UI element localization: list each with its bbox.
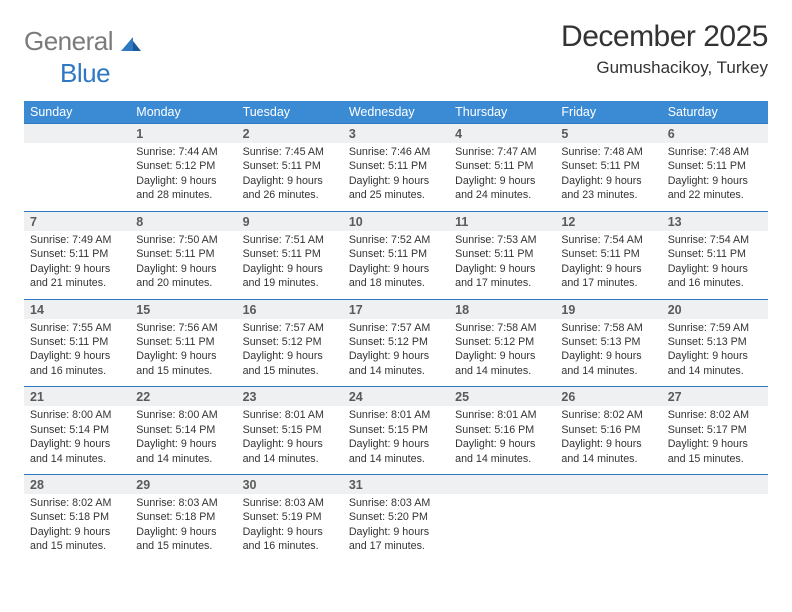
day-number-cell: 22	[130, 387, 236, 407]
day-number-cell: 14	[24, 299, 130, 319]
day-number-row: 14151617181920	[24, 299, 768, 319]
day-number-cell: 27	[662, 387, 768, 407]
weekday-header: Wednesday	[343, 101, 449, 124]
weekday-header: Tuesday	[237, 101, 343, 124]
weekday-header: Monday	[130, 101, 236, 124]
day-number-row: 78910111213	[24, 211, 768, 231]
day-number-cell: 2	[237, 124, 343, 144]
page-header: General December 2025 Gumushacikoy, Turk…	[24, 20, 768, 78]
day-number-cell: 24	[343, 387, 449, 407]
day-number-cell: 30	[237, 475, 343, 495]
day-content-cell: Sunrise: 8:02 AMSunset: 5:17 PMDaylight:…	[662, 406, 768, 474]
calendar-body: 123456Sunrise: 7:44 AMSunset: 5:12 PMDay…	[24, 124, 768, 562]
day-number-cell: 13	[662, 211, 768, 231]
day-content-cell: Sunrise: 7:49 AMSunset: 5:11 PMDaylight:…	[24, 231, 130, 299]
day-content-cell: Sunrise: 7:51 AMSunset: 5:11 PMDaylight:…	[237, 231, 343, 299]
day-number-cell: 12	[555, 211, 661, 231]
day-content-cell: Sunrise: 8:03 AMSunset: 5:18 PMDaylight:…	[130, 494, 236, 562]
day-content-row: Sunrise: 7:55 AMSunset: 5:11 PMDaylight:…	[24, 319, 768, 387]
day-content-cell	[555, 494, 661, 562]
day-content-cell	[24, 143, 130, 211]
day-number-cell: 26	[555, 387, 661, 407]
day-content-cell: Sunrise: 7:57 AMSunset: 5:12 PMDaylight:…	[343, 319, 449, 387]
day-content-cell: Sunrise: 7:52 AMSunset: 5:11 PMDaylight:…	[343, 231, 449, 299]
day-content-cell: Sunrise: 7:48 AMSunset: 5:11 PMDaylight:…	[662, 143, 768, 211]
day-content-cell	[662, 494, 768, 562]
day-content-cell: Sunrise: 8:01 AMSunset: 5:15 PMDaylight:…	[343, 406, 449, 474]
day-number-row: 123456	[24, 124, 768, 144]
day-content-row: Sunrise: 8:02 AMSunset: 5:18 PMDaylight:…	[24, 494, 768, 562]
day-content-cell	[449, 494, 555, 562]
day-content-row: Sunrise: 7:49 AMSunset: 5:11 PMDaylight:…	[24, 231, 768, 299]
day-number-cell: 17	[343, 299, 449, 319]
day-content-cell: Sunrise: 7:53 AMSunset: 5:11 PMDaylight:…	[449, 231, 555, 299]
day-content-cell: Sunrise: 7:58 AMSunset: 5:12 PMDaylight:…	[449, 319, 555, 387]
logo-mark-icon	[119, 33, 143, 53]
day-content-cell: Sunrise: 7:47 AMSunset: 5:11 PMDaylight:…	[449, 143, 555, 211]
day-content-cell: Sunrise: 7:50 AMSunset: 5:11 PMDaylight:…	[130, 231, 236, 299]
day-content-cell: Sunrise: 7:56 AMSunset: 5:11 PMDaylight:…	[130, 319, 236, 387]
day-content-cell: Sunrise: 7:44 AMSunset: 5:12 PMDaylight:…	[130, 143, 236, 211]
day-number-cell	[662, 475, 768, 495]
weekday-header: Sunday	[24, 101, 130, 124]
day-number-cell: 8	[130, 211, 236, 231]
day-content-row: Sunrise: 8:00 AMSunset: 5:14 PMDaylight:…	[24, 406, 768, 474]
day-content-cell: Sunrise: 8:01 AMSunset: 5:15 PMDaylight:…	[237, 406, 343, 474]
day-number-cell: 31	[343, 475, 449, 495]
day-content-row: Sunrise: 7:44 AMSunset: 5:12 PMDaylight:…	[24, 143, 768, 211]
day-number-cell: 29	[130, 475, 236, 495]
logo-text-general: General	[24, 26, 113, 57]
weekday-header-row: Sunday Monday Tuesday Wednesday Thursday…	[24, 101, 768, 124]
location-text: Gumushacikoy, Turkey	[561, 58, 768, 78]
day-content-cell: Sunrise: 8:00 AMSunset: 5:14 PMDaylight:…	[130, 406, 236, 474]
day-number-cell: 15	[130, 299, 236, 319]
day-content-cell: Sunrise: 8:02 AMSunset: 5:18 PMDaylight:…	[24, 494, 130, 562]
day-content-cell: Sunrise: 8:03 AMSunset: 5:19 PMDaylight:…	[237, 494, 343, 562]
day-number-cell: 10	[343, 211, 449, 231]
day-number-cell: 11	[449, 211, 555, 231]
weekday-header: Saturday	[662, 101, 768, 124]
day-number-cell: 25	[449, 387, 555, 407]
day-content-cell: Sunrise: 7:46 AMSunset: 5:11 PMDaylight:…	[343, 143, 449, 211]
day-content-cell: Sunrise: 8:02 AMSunset: 5:16 PMDaylight:…	[555, 406, 661, 474]
day-number-cell	[24, 124, 130, 144]
day-number-cell: 16	[237, 299, 343, 319]
day-content-cell: Sunrise: 7:55 AMSunset: 5:11 PMDaylight:…	[24, 319, 130, 387]
day-number-cell: 7	[24, 211, 130, 231]
day-number-cell: 5	[555, 124, 661, 144]
day-number-cell: 9	[237, 211, 343, 231]
day-content-cell: Sunrise: 8:03 AMSunset: 5:20 PMDaylight:…	[343, 494, 449, 562]
day-content-cell: Sunrise: 7:57 AMSunset: 5:12 PMDaylight:…	[237, 319, 343, 387]
day-number-row: 21222324252627	[24, 387, 768, 407]
day-number-cell: 4	[449, 124, 555, 144]
day-content-cell: Sunrise: 7:54 AMSunset: 5:11 PMDaylight:…	[662, 231, 768, 299]
day-number-cell: 20	[662, 299, 768, 319]
day-number-cell: 19	[555, 299, 661, 319]
day-content-cell: Sunrise: 7:58 AMSunset: 5:13 PMDaylight:…	[555, 319, 661, 387]
day-number-row: 28293031	[24, 475, 768, 495]
day-content-cell: Sunrise: 8:01 AMSunset: 5:16 PMDaylight:…	[449, 406, 555, 474]
day-number-cell	[555, 475, 661, 495]
title-block: December 2025 Gumushacikoy, Turkey	[561, 20, 768, 78]
calendar-table: Sunday Monday Tuesday Wednesday Thursday…	[24, 101, 768, 562]
day-number-cell: 3	[343, 124, 449, 144]
day-number-cell: 6	[662, 124, 768, 144]
day-content-cell: Sunrise: 7:45 AMSunset: 5:11 PMDaylight:…	[237, 143, 343, 211]
day-content-cell: Sunrise: 7:59 AMSunset: 5:13 PMDaylight:…	[662, 319, 768, 387]
weekday-header: Friday	[555, 101, 661, 124]
day-content-cell: Sunrise: 7:54 AMSunset: 5:11 PMDaylight:…	[555, 231, 661, 299]
day-content-cell: Sunrise: 8:00 AMSunset: 5:14 PMDaylight:…	[24, 406, 130, 474]
logo-text-blue: Blue	[60, 58, 110, 88]
day-number-cell: 18	[449, 299, 555, 319]
day-content-cell: Sunrise: 7:48 AMSunset: 5:11 PMDaylight:…	[555, 143, 661, 211]
day-number-cell	[449, 475, 555, 495]
day-number-cell: 21	[24, 387, 130, 407]
day-number-cell: 1	[130, 124, 236, 144]
logo: General	[24, 20, 123, 57]
weekday-header: Thursday	[449, 101, 555, 124]
day-number-cell: 23	[237, 387, 343, 407]
month-title: December 2025	[561, 20, 768, 54]
day-number-cell: 28	[24, 475, 130, 495]
